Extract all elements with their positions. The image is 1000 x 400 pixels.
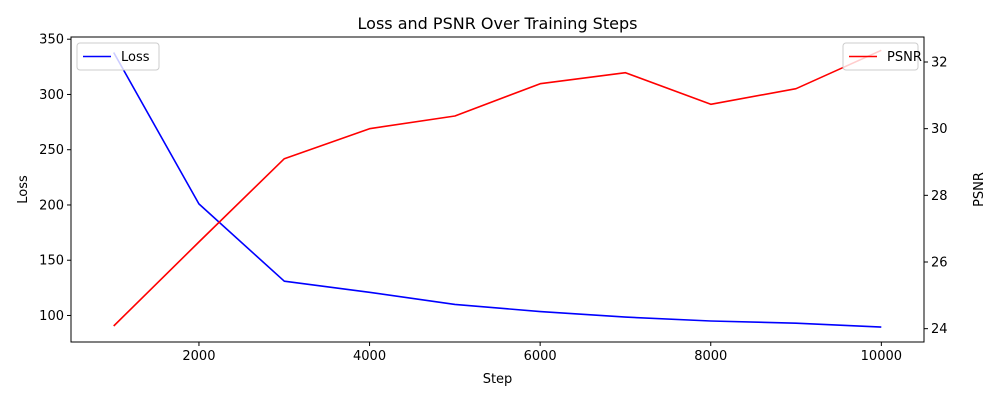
right-y-tick-label: 32 (931, 56, 948, 71)
left-y-tick-label: 150 (39, 254, 64, 269)
right-y-tick-label: 30 (931, 122, 948, 137)
legend-psnr-label: PSNR (887, 50, 922, 65)
x-tick-label: 4000 (353, 349, 386, 364)
right-y-axis-ticks: 24 26 28 30 32 (924, 56, 948, 337)
series-line-psnr (113, 49, 882, 327)
left-y-tick-label: 300 (39, 88, 64, 103)
left-y-tick-label: 100 (39, 309, 64, 324)
right-y-tick-label: 26 (931, 256, 948, 271)
legend-loss: Loss (76, 42, 160, 71)
series-line-loss (113, 52, 882, 328)
right-y-axis-label: PSNR (972, 172, 987, 207)
x-tick-label: 8000 (694, 349, 727, 364)
series-layer (113, 49, 882, 328)
right-y-tick-label: 24 (931, 322, 948, 337)
legend-loss-label: Loss (121, 50, 150, 65)
x-axis-label: Step (483, 372, 513, 387)
left-y-tick-label: 250 (39, 143, 64, 158)
right-y-tick-label: 28 (931, 189, 948, 204)
legend-psnr: PSNR (842, 42, 922, 71)
left-y-axis-ticks: 100 150 200 250 300 350 (39, 33, 71, 324)
legend-psnr-box (842, 42, 919, 71)
left-y-tick-label: 350 (39, 33, 64, 48)
plot-frame (70, 36, 925, 343)
legend-loss-box (76, 42, 160, 71)
x-axis-ticks: 2000 4000 6000 8000 10000 (182, 342, 902, 364)
chart-title: Loss and PSNR Over Training Steps (358, 14, 638, 33)
left-y-tick-label: 200 (39, 198, 64, 213)
x-tick-label: 2000 (182, 349, 215, 364)
x-tick-label: 10000 (861, 349, 902, 364)
x-tick-label: 6000 (524, 349, 557, 364)
left-y-axis-label: Loss (16, 175, 31, 204)
